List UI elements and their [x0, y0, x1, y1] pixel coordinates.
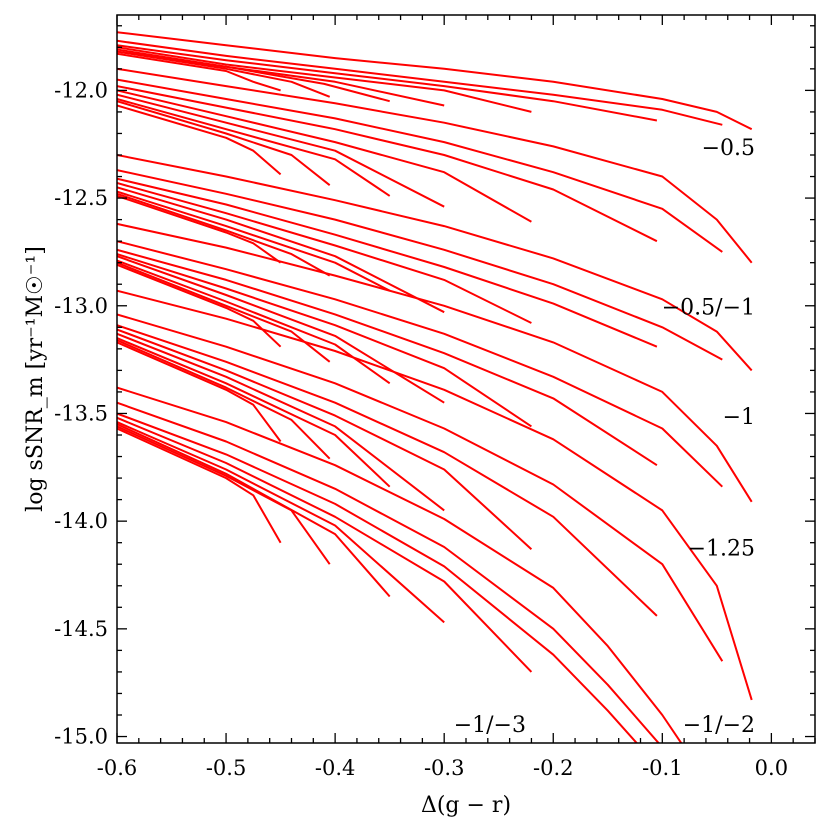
series-line-24 [117, 194, 282, 264]
curve-annotation: −1 [723, 405, 755, 430]
series-line-35 [117, 324, 658, 617]
series-line-42 [117, 401, 660, 743]
series-line-38 [117, 337, 391, 488]
series-line-37 [117, 332, 445, 512]
series-line-41 [117, 386, 683, 743]
series-line-31 [117, 261, 331, 363]
series-line-34 [117, 313, 724, 662]
series-line-14 [117, 98, 391, 197]
series-line-29 [117, 255, 445, 404]
series-line-15 [117, 100, 331, 186]
y-tick-label: -12.5 [54, 186, 108, 210]
series-line-16 [117, 104, 282, 176]
series-line-36 [117, 328, 533, 550]
series-line-28 [117, 253, 532, 428]
series-line-45 [117, 421, 445, 624]
series-line-19 [117, 177, 658, 348]
annotations: −0.5 −0.5/−1 −1 −1.25 −1/−3 −1/−2 [454, 136, 755, 738]
y-tick-label: -14.5 [54, 617, 108, 641]
series-line-21 [117, 186, 445, 314]
x-tick-label: 0.0 [755, 756, 788, 780]
series-line-5 [117, 48, 445, 107]
y-tick-label: -13.5 [54, 401, 108, 425]
x-tick-label: -0.5 [206, 756, 247, 780]
series-line-1 [117, 31, 753, 131]
series-line-33 [117, 289, 753, 701]
series-line-40 [117, 341, 282, 443]
series-line-27 [117, 248, 658, 467]
curve-annotation: −0.5 [702, 136, 755, 161]
data-lines [117, 31, 753, 743]
series-line-8 [117, 52, 281, 92]
series-line-30 [117, 259, 391, 385]
series-line-48 [117, 427, 282, 544]
y-tick-label: -15.0 [54, 725, 108, 749]
series-line-47 [117, 425, 331, 565]
series-line-25 [117, 222, 753, 503]
curve-annotation: −1/−3 [454, 713, 526, 738]
series-line-3 [117, 44, 658, 122]
series-line-26 [117, 240, 723, 488]
series-line-18 [117, 169, 723, 361]
series-line-44 [117, 416, 533, 673]
x-tick-label: -0.3 [424, 756, 465, 780]
curve-annotation: −0.5/−1 [662, 295, 755, 320]
series-line-13 [117, 93, 445, 208]
y-tick-label: -14.0 [54, 509, 108, 533]
series-line-22 [117, 190, 391, 292]
y-tick-label: -13.0 [54, 294, 108, 318]
series-line-23 [117, 192, 331, 277]
series-line-6 [117, 50, 390, 103]
axis-ticks [116, 15, 816, 743]
series-line-11 [117, 85, 658, 243]
curve-annotation: −1.25 [688, 537, 755, 562]
curve-annotation: −1/−2 [683, 713, 755, 738]
series-line-32 [117, 263, 282, 348]
x-tick-label: -0.1 [642, 756, 683, 780]
series-line-43 [117, 412, 638, 743]
series-line-20 [117, 182, 532, 324]
plot-frame [116, 14, 816, 744]
series-line-17 [117, 154, 753, 372]
x-tick-label: -0.4 [315, 756, 356, 780]
series-line-9 [117, 67, 753, 264]
y-tick-label: -12.0 [54, 78, 108, 102]
tick-labels: -0.6 -0.5 -0.4 -0.3 -0.2 -0.1 0.0 -15.0 -14.5 -14… [54, 78, 788, 780]
x-tick-label: -0.2 [533, 756, 574, 780]
series-line-7 [117, 50, 331, 98]
series-line-10 [117, 78, 723, 253]
series-line-39 [117, 339, 331, 460]
y-axis-label: log sSNR_m [yr⁻¹M☉⁻¹] [23, 246, 48, 512]
series-line-2 [117, 39, 723, 126]
series-line-4 [117, 46, 532, 113]
series-line-12 [117, 89, 532, 223]
series-line-46 [117, 423, 391, 598]
x-tick-label: -0.6 [97, 756, 138, 780]
x-axis-label: Δ(g − r) [421, 793, 511, 818]
